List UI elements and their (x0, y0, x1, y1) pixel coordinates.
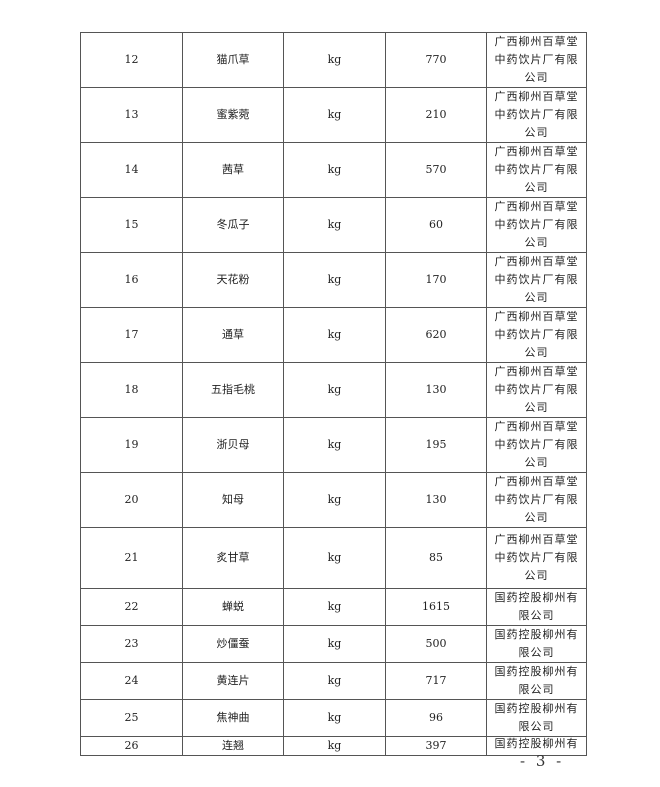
cell-qty: 96 (385, 699, 487, 737)
cell-unit: kg (283, 625, 386, 663)
cell-qty: 770 (385, 32, 487, 88)
cell-name: 猫爪草 (182, 32, 284, 88)
cell-unit: kg (283, 252, 386, 308)
cell-name: 黄连片 (182, 662, 284, 700)
table-row: 18 五指毛桃 kg 130 广西柳州百草堂中药饮片厂有限公司 (80, 362, 587, 418)
cell-supplier: 国药控股柳州有限公司 (486, 662, 587, 700)
table-row: 25 焦神曲 kg 96 国药控股柳州有限公司 (80, 699, 587, 737)
cell-supplier: 广西柳州百草堂中药饮片厂有限公司 (486, 32, 587, 88)
table-row: 22 蝉蜕 kg 1615 国药控股柳州有限公司 (80, 588, 587, 626)
cell-supplier: 广西柳州百草堂中药饮片厂有限公司 (486, 527, 587, 589)
cell-name: 五指毛桃 (182, 362, 284, 418)
table-row: 20 知母 kg 130 广西柳州百草堂中药饮片厂有限公司 (80, 472, 587, 528)
cell-qty: 500 (385, 625, 487, 663)
cell-no: 25 (80, 699, 183, 737)
table-row: 14 茜草 kg 570 广西柳州百草堂中药饮片厂有限公司 (80, 142, 587, 198)
cell-supplier: 广西柳州百草堂中药饮片厂有限公司 (486, 142, 587, 198)
cell-unit: kg (283, 32, 386, 88)
cell-supplier: 广西柳州百草堂中药饮片厂有限公司 (486, 362, 587, 418)
cell-no: 22 (80, 588, 183, 626)
table-row: 26 连翘 kg 397 国药控股柳州有 (80, 736, 587, 756)
cell-name: 通草 (182, 307, 284, 363)
table-row: 12 猫爪草 kg 770 广西柳州百草堂中药饮片厂有限公司 (80, 32, 587, 88)
cell-unit: kg (283, 472, 386, 528)
cell-qty: 60 (385, 197, 487, 253)
cell-supplier: 国药控股柳州有限公司 (486, 625, 587, 663)
cell-no: 23 (80, 625, 183, 663)
cell-name: 天花粉 (182, 252, 284, 308)
table-row: 17 通草 kg 620 广西柳州百草堂中药饮片厂有限公司 (80, 307, 587, 363)
page-number: - 3 - (520, 752, 565, 770)
cell-qty: 397 (385, 736, 487, 756)
table-row: 24 黄连片 kg 717 国药控股柳州有限公司 (80, 662, 587, 700)
table-row: 13 蜜紫菀 kg 210 广西柳州百草堂中药饮片厂有限公司 (80, 87, 587, 143)
cell-unit: kg (283, 307, 386, 363)
cell-name: 炒僵蚕 (182, 625, 284, 663)
cell-name: 冬瓜子 (182, 197, 284, 253)
cell-no: 19 (80, 417, 183, 473)
cell-supplier: 广西柳州百草堂中药饮片厂有限公司 (486, 472, 587, 528)
cell-no: 15 (80, 197, 183, 253)
cell-unit: kg (283, 588, 386, 626)
cell-name: 炙甘草 (182, 527, 284, 589)
cell-unit: kg (283, 197, 386, 253)
cell-unit: kg (283, 87, 386, 143)
cell-unit: kg (283, 362, 386, 418)
cell-unit: kg (283, 417, 386, 473)
cell-no: 12 (80, 32, 183, 88)
cell-no: 26 (80, 736, 183, 756)
cell-supplier: 广西柳州百草堂中药饮片厂有限公司 (486, 87, 587, 143)
cell-qty: 85 (385, 527, 487, 589)
cell-qty: 620 (385, 307, 487, 363)
cell-supplier: 广西柳州百草堂中药饮片厂有限公司 (486, 307, 587, 363)
cell-supplier: 广西柳州百草堂中药饮片厂有限公司 (486, 197, 587, 253)
cell-supplier: 广西柳州百草堂中药饮片厂有限公司 (486, 417, 587, 473)
table-row: 16 天花粉 kg 170 广西柳州百草堂中药饮片厂有限公司 (80, 252, 587, 308)
cell-supplier: 国药控股柳州有限公司 (486, 699, 587, 737)
cell-name: 焦神曲 (182, 699, 284, 737)
cell-supplier: 国药控股柳州有 (486, 736, 587, 756)
cell-name: 蜜紫菀 (182, 87, 284, 143)
materials-table: 12 猫爪草 kg 770 广西柳州百草堂中药饮片厂有限公司 13 蜜紫菀 kg 210 广西柳州… (80, 32, 587, 756)
cell-name: 连翘 (182, 736, 284, 756)
cell-no: 13 (80, 87, 183, 143)
cell-no: 21 (80, 527, 183, 589)
cell-name: 浙贝母 (182, 417, 284, 473)
cell-name: 知母 (182, 472, 284, 528)
cell-no: 20 (80, 472, 183, 528)
cell-no: 16 (80, 252, 183, 308)
cell-qty: 130 (385, 472, 487, 528)
cell-qty: 1615 (385, 588, 487, 626)
cell-name: 蝉蜕 (182, 588, 284, 626)
cell-qty: 170 (385, 252, 487, 308)
cell-unit: kg (283, 662, 386, 700)
cell-no: 14 (80, 142, 183, 198)
cell-unit: kg (283, 527, 386, 589)
table-row: 21 炙甘草 kg 85 广西柳州百草堂中药饮片厂有限公司 (80, 527, 587, 589)
table-row: 23 炒僵蚕 kg 500 国药控股柳州有限公司 (80, 625, 587, 663)
cell-qty: 210 (385, 87, 487, 143)
cell-unit: kg (283, 699, 386, 737)
cell-qty: 570 (385, 142, 487, 198)
cell-no: 18 (80, 362, 183, 418)
cell-unit: kg (283, 736, 386, 756)
cell-no: 17 (80, 307, 183, 363)
cell-supplier: 广西柳州百草堂中药饮片厂有限公司 (486, 252, 587, 308)
table-row: 15 冬瓜子 kg 60 广西柳州百草堂中药饮片厂有限公司 (80, 197, 587, 253)
table-row: 19 浙贝母 kg 195 广西柳州百草堂中药饮片厂有限公司 (80, 417, 587, 473)
cell-unit: kg (283, 142, 386, 198)
cell-name: 茜草 (182, 142, 284, 198)
cell-qty: 195 (385, 417, 487, 473)
cell-qty: 717 (385, 662, 487, 700)
cell-no: 24 (80, 662, 183, 700)
cell-qty: 130 (385, 362, 487, 418)
cell-supplier: 国药控股柳州有限公司 (486, 588, 587, 626)
